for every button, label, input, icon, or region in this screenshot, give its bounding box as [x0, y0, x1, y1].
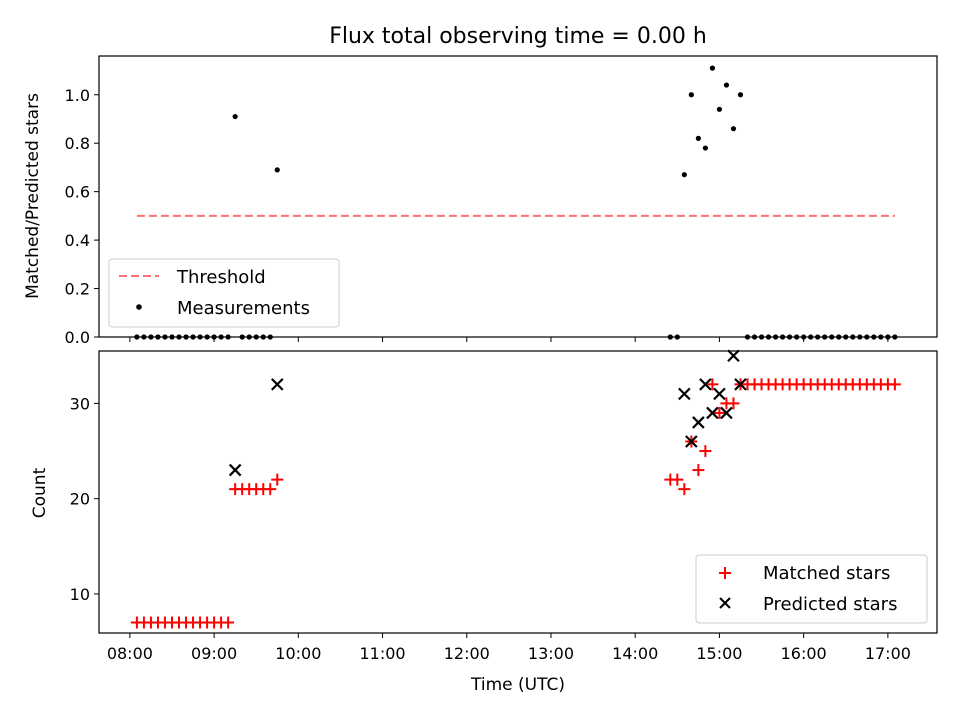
- measurement-point: [702, 145, 708, 151]
- top-legend: Threshold Measurements: [108, 258, 340, 328]
- predicted-star-point: [699, 378, 712, 391]
- bottom-xtick-label: 10:00: [275, 644, 321, 663]
- bottom-axis-ticks: 10 20 30 08:00 09:00 10:00 11:00 12:00 13:00 14:0…: [70, 394, 911, 663]
- predicted-star-point: [734, 378, 747, 391]
- predicted-star-point: [706, 406, 719, 420]
- legend-matched-label: Matched stars: [763, 563, 890, 584]
- matched-star-point: [222, 616, 235, 629]
- bottom-xtick-label: 17:00: [865, 644, 911, 663]
- measurement-point: [730, 126, 737, 132]
- predicted-star-point: [720, 406, 733, 420]
- measurement-point: [232, 113, 238, 120]
- top-plot-frame: [98, 55, 938, 338]
- measurement-point: [688, 92, 694, 98]
- top-ytick-label: 0.2: [65, 280, 90, 299]
- bottom-plot-frame: [98, 350, 938, 634]
- measurement-point: [681, 172, 687, 178]
- predicted-star-point: [713, 387, 726, 401]
- matched-star-point: [264, 483, 277, 496]
- top-chart-title: Flux total observing time = 0.00 h: [329, 24, 707, 49]
- bottom-ylabel: Count: [30, 467, 50, 518]
- predicted-star-point: [678, 387, 691, 401]
- legend-predicted-swatch: [719, 597, 731, 609]
- bottom-xtick-label: 11:00: [359, 644, 405, 663]
- matched-star-point: [692, 464, 705, 477]
- matched-star-point: [271, 473, 284, 486]
- measurement-point: [737, 92, 744, 98]
- legend-predicted-label: Predicted stars: [763, 594, 897, 615]
- legend-measurements-label: Measurements: [177, 298, 310, 319]
- predicted-star-point: [727, 349, 740, 363]
- top-ytick-label: 0.6: [65, 183, 90, 202]
- legend-measurements-swatch: [136, 304, 142, 310]
- bottom-ytick-label: 10: [70, 585, 90, 604]
- measurement-point: [274, 167, 280, 173]
- bottom-xtick-label: 16:00: [781, 644, 827, 663]
- bottom-xtick-label: 12:00: [444, 644, 490, 663]
- top-ytick-label: 1.0: [65, 86, 90, 105]
- top-ytick-label: 0.4: [65, 231, 90, 250]
- measurement-point: [723, 82, 730, 88]
- matched-star-point: [706, 378, 719, 391]
- top-ytick-label: 0.8: [65, 134, 90, 153]
- matched-star-point: [888, 378, 901, 391]
- matched-star-point: [727, 397, 740, 410]
- bottom-xtick-label: 08:00: [107, 644, 153, 663]
- predicted-star-point: [228, 463, 242, 477]
- legend-threshold-label: Threshold: [176, 267, 266, 288]
- matched-star-point: [671, 473, 684, 486]
- predicted-star-point: [685, 435, 698, 448]
- bottom-ytick-label: 30: [70, 394, 90, 413]
- bottom-legend: Matched stars Predicted stars: [695, 554, 928, 624]
- bottom-xtick-label: 14:00: [612, 644, 658, 663]
- bottom-ytick-label: 20: [70, 490, 90, 509]
- predicted-star-point: [692, 416, 705, 429]
- measurement-point: [716, 106, 723, 112]
- top-ylabel: Matched/Predicted stars: [23, 93, 43, 299]
- legend-matched-swatch: [719, 567, 731, 579]
- matched-star-point: [699, 445, 712, 458]
- bottom-xtick-label: 15:00: [696, 644, 742, 663]
- top-axis-ticks: 0.0 0.2 0.4 0.6 0.8 1.0: [65, 86, 889, 347]
- bottom-series-layer: [130, 349, 901, 629]
- top-ytick-label: 0.0: [65, 328, 90, 347]
- bottom-xtick-label: 09:00: [191, 644, 237, 663]
- bottom-xtick-label: 13:00: [528, 644, 574, 663]
- matched-star-point: [678, 483, 691, 496]
- measurement-point: [695, 135, 701, 141]
- bottom-xlabel: Time (UTC): [470, 675, 565, 695]
- predicted-star-point: [270, 378, 284, 391]
- matched-star-point: [713, 406, 726, 419]
- measurement-point: [709, 65, 716, 71]
